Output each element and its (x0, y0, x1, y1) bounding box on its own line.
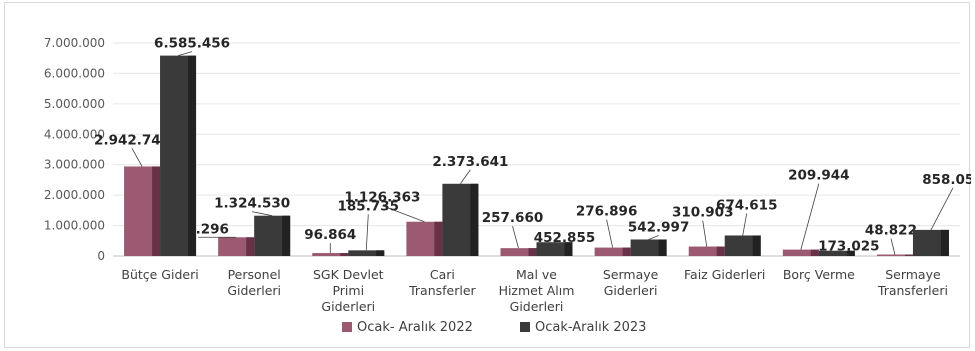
y-tick-label: 6.000.000 (44, 66, 105, 80)
legend-swatch (342, 322, 352, 332)
data-label: 310.903 (672, 205, 734, 221)
x-tick-label: Mal ve (516, 267, 557, 282)
data-label-leader (890, 238, 896, 255)
bar-2023-side (564, 242, 573, 256)
x-tick-label: Transferler (408, 283, 476, 298)
data-label: 2.373.641 (432, 154, 508, 170)
data-label-leader (512, 226, 519, 249)
bar-2023 (724, 235, 761, 256)
data-label: 674.615 (716, 197, 778, 213)
data-label-leader (930, 187, 954, 231)
data-label-leader (836, 250, 849, 256)
y-tick-label: 1.000.000 (44, 219, 105, 233)
bar-2023 (348, 250, 385, 256)
bar-2023-side (470, 183, 479, 256)
data-label: 185.735 (338, 198, 400, 214)
bar-2022 (500, 248, 537, 256)
bar-2022-side (434, 221, 443, 256)
bar-2023-side (752, 235, 761, 256)
bar-2022 (594, 247, 631, 256)
legend-label: Ocak-Aralık 2023 (535, 320, 646, 335)
bar-2023-side (376, 250, 385, 256)
x-tick-label: Primi (332, 283, 364, 298)
bar-2022 (218, 237, 255, 256)
x-tick-label: Giderleri (227, 283, 281, 298)
x-tick-label: Hizmet Alım (499, 283, 575, 298)
bar-2022 (876, 254, 913, 256)
x-tick-label: Bütçe Gideri (121, 267, 198, 282)
data-label-leader (131, 148, 143, 167)
y-tick-label: 3.000.000 (44, 158, 105, 172)
data-label-leader (460, 169, 471, 185)
data-label-leader (365, 214, 369, 251)
y-tick-label: 7.000.000 (44, 36, 105, 50)
x-tick-label: Giderleri (321, 299, 375, 314)
bar-2022-side (340, 253, 349, 256)
data-label-leader (382, 205, 425, 223)
data-label-leader (648, 235, 659, 240)
data-label: 48.822 (865, 223, 917, 239)
data-label-leader (702, 220, 708, 247)
data-label-leader (177, 51, 193, 56)
legend-swatch (520, 322, 530, 332)
data-label: 1.324.530 (214, 196, 290, 212)
bar-2022-side (246, 237, 255, 256)
data-label: 209.944 (788, 168, 850, 184)
data-label: 276.896 (576, 204, 638, 220)
data-label: 2.942.748 (94, 132, 170, 148)
bar-2023-side (846, 250, 855, 256)
bar-2022-side (810, 249, 819, 256)
bar-2023-side (188, 55, 197, 256)
bar-2022-side (904, 254, 913, 256)
data-label-leader (800, 183, 820, 250)
data-label-leader (606, 219, 614, 248)
data-label-leader (554, 241, 565, 247)
x-tick-label: SGK Devlet (313, 267, 384, 282)
data-label: 96.864 (304, 227, 356, 243)
data-label: 858.059 (922, 172, 971, 188)
bar-chart: 0 1.000.000 2.000.000 3.000.000 4.000.000 5.0… (44, 36, 971, 335)
x-tick-label: Giderleri (604, 283, 658, 298)
y-tick-label: 4.000.000 (44, 127, 105, 141)
data-label: 257.660 (482, 210, 544, 226)
y-tick-label: 0 (97, 249, 105, 263)
bar-2023 (630, 239, 667, 256)
bar-2022 (782, 249, 819, 256)
bar-2023-side (282, 215, 291, 256)
bar-2022 (312, 253, 349, 256)
y-tick-label: 5.000.000 (44, 97, 105, 111)
data-label-leader (742, 213, 748, 236)
y-tick-label: 2.000.000 (44, 188, 105, 202)
chart-frame: 0 1.000.000 2.000.000 3.000.000 4.000.000 5.0… (4, 2, 971, 348)
x-tick-label: Cari (430, 267, 455, 282)
x-tick-label: Giderleri (510, 299, 564, 314)
bar-2022-side (622, 247, 631, 256)
bar-2023 (818, 250, 855, 256)
data-label: 452.855 (534, 230, 596, 246)
x-tick-label: Faiz Giderleri (684, 267, 765, 282)
bar-2022-side (716, 246, 725, 256)
x-tick-label: Sermaye (603, 267, 659, 282)
data-label: 6.585.456 (154, 36, 230, 52)
x-tick-label: Sermaye (885, 267, 941, 282)
data-label: 542.997 (628, 219, 690, 235)
data-label-leader (252, 211, 273, 217)
bar-2022-side (152, 166, 161, 256)
legend-label: Ocak- Aralık 2022 (357, 320, 473, 335)
bar-2022-side (528, 248, 537, 256)
bar-2023-side (658, 239, 667, 256)
x-tick-label: Personel (228, 267, 281, 282)
bar-2022 (688, 246, 725, 256)
x-tick-label: Transferleri (877, 283, 948, 298)
data-label: 173.025 (818, 239, 880, 255)
bar-2023-side (940, 229, 949, 256)
data-label: 1.126.363 (344, 190, 420, 206)
x-tick-label: Borç Verme (783, 267, 855, 282)
